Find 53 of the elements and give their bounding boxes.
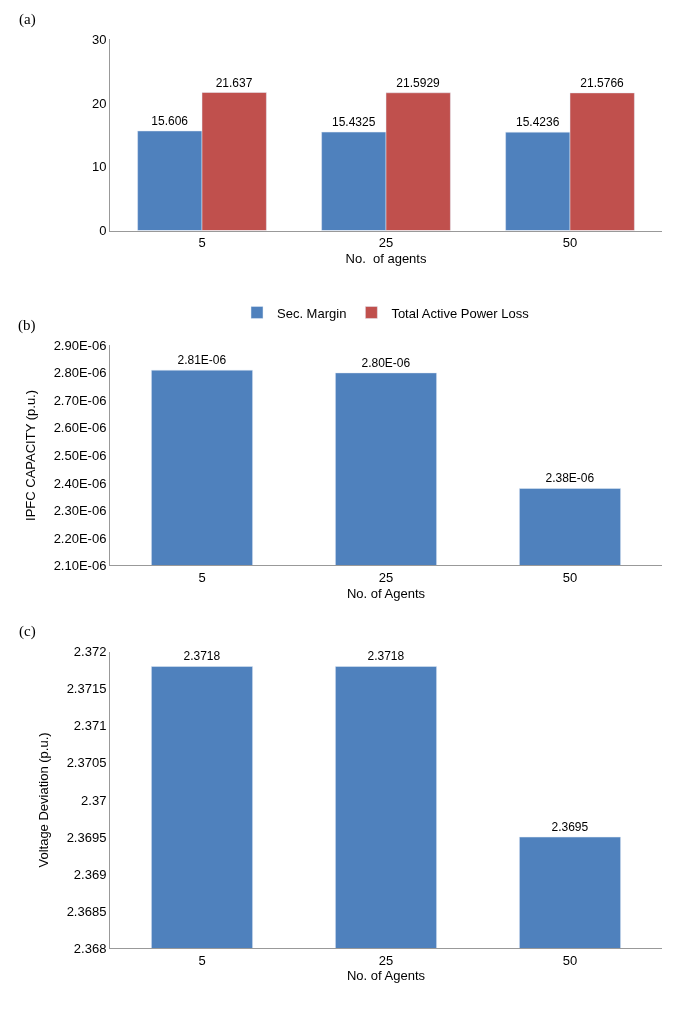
y-tick-label: 2.372 <box>73 644 107 660</box>
y-tick-label: 2.371 <box>73 718 107 734</box>
y-tick-label: 2.3705 <box>66 755 107 771</box>
data-label: 2.3695 <box>551 820 589 835</box>
y-tick-label: 2.80E-06 <box>53 365 107 381</box>
data-label: 2.81E-06 <box>177 353 227 368</box>
x-tick-label: 25 <box>378 570 394 586</box>
x-axis-title: No. of agents <box>345 250 427 266</box>
data-label: 2.3718 <box>183 649 221 664</box>
y-tick-label: 2.3695 <box>66 829 107 845</box>
chart-title: (a) <box>19 11 36 28</box>
data-label: 2.80E-06 <box>361 355 411 370</box>
y-axis-title: Voltage Deviation (p.u.) <box>35 732 51 868</box>
y-tick-label: 2.369 <box>73 866 107 882</box>
y-axis-title: IPFC CAPACITY (p.u.) <box>22 389 38 521</box>
legend-label: Total Active Power Loss <box>391 305 530 321</box>
data-label: 2.3718 <box>367 649 405 664</box>
legend-label: Sec. Margin <box>277 305 347 321</box>
y-tick-label: 20 <box>91 95 107 111</box>
y-tick-label: 2.70E-06 <box>53 392 107 408</box>
x-axis-title: No. of Agents <box>346 585 426 601</box>
y-tick-label: 2.40E-06 <box>53 475 107 491</box>
y-tick-label: 2.30E-06 <box>53 503 107 519</box>
y-tick-label: 0 <box>99 223 107 239</box>
chart-title: (c) <box>19 623 36 640</box>
data-label: 21.5766 <box>580 75 625 90</box>
x-axis-title: No. of Agents <box>346 968 426 984</box>
y-tick-label: 10 <box>91 159 107 175</box>
y-tick-label: 2.60E-06 <box>53 420 107 436</box>
y-tick-label: 30 <box>91 31 107 47</box>
y-tick-label: 2.50E-06 <box>53 447 107 463</box>
y-tick-label: 2.10E-06 <box>53 558 107 574</box>
y-tick-label: 2.37 <box>81 792 107 808</box>
data-label: 21.637 <box>215 75 253 90</box>
y-tick-label: 2.20E-06 <box>53 530 107 546</box>
x-tick-label: 25 <box>378 952 394 968</box>
y-tick-label: 2.3685 <box>66 903 107 919</box>
x-tick-label: 50 <box>562 570 578 586</box>
x-tick-label: 5 <box>198 952 206 968</box>
x-tick-label: 5 <box>198 570 206 586</box>
data-label: 2.38E-06 <box>545 471 595 486</box>
chart-title: (b) <box>18 317 36 334</box>
x-tick-label: 5 <box>198 235 206 251</box>
data-label: 15.606 <box>151 113 189 128</box>
data-label: 15.4325 <box>331 115 376 130</box>
y-tick-label: 2.90E-06 <box>53 337 107 353</box>
data-label: 21.5929 <box>396 75 441 90</box>
x-tick-label: 50 <box>562 952 578 968</box>
y-tick-label: 2.368 <box>73 940 107 956</box>
x-tick-label: 50 <box>562 235 578 251</box>
data-label: 15.4236 <box>515 115 560 130</box>
x-tick-label: 25 <box>378 235 394 251</box>
y-tick-label: 2.3715 <box>66 681 107 697</box>
